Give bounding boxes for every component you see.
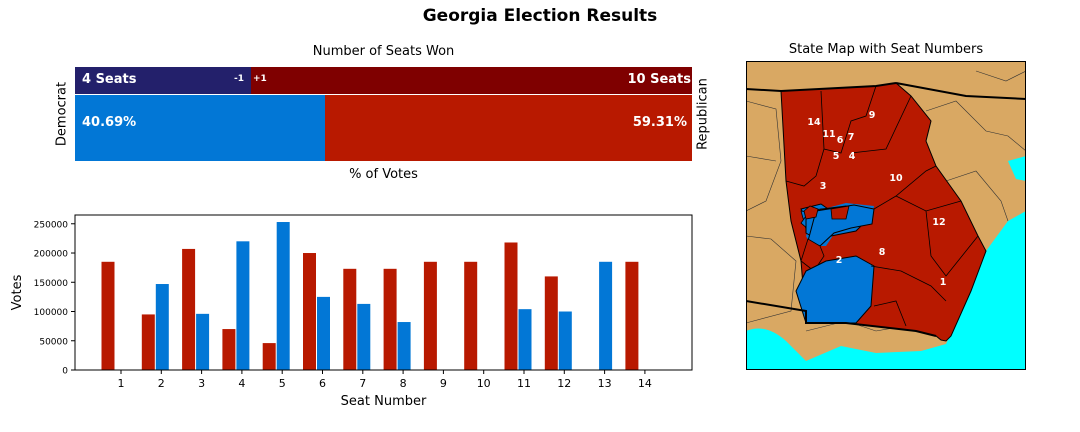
district-6-area (830, 205, 850, 220)
dem-seats-bar (75, 67, 251, 94)
x-tick-label: 12 (557, 377, 571, 390)
y-axis-label: Votes (10, 274, 25, 310)
map-title: State Map with Seat Numbers (788, 42, 984, 57)
rep-seats-label: 10 Seats (627, 72, 691, 87)
x-tick-label: 11 (517, 377, 531, 390)
bar-republican-1 (101, 261, 115, 370)
seats-bar: 4 Seats -1 +1 10 Seats (75, 67, 692, 94)
x-tick-label: 5 (279, 377, 286, 390)
bar-republican-12 (544, 276, 558, 370)
dem-seats-label: 4 Seats (82, 72, 137, 87)
bar-democrat-3 (196, 313, 210, 370)
bar-republican-2 (141, 314, 155, 370)
district-label-9: 9 (869, 110, 876, 121)
district-label-7: 7 (848, 132, 855, 143)
dem-vote-bar (75, 95, 325, 161)
x-tick-label: 14 (638, 377, 652, 390)
x-axis-label: Seat Number (341, 394, 427, 409)
bar-republican-3 (182, 248, 196, 370)
democrat-axis-label: Democrat (54, 81, 70, 147)
bar-democrat-4 (236, 241, 250, 370)
district-label-4: 4 (849, 151, 856, 162)
district-label-5: 5 (833, 151, 840, 162)
x-tick-label: 10 (477, 377, 491, 390)
district-3-area (800, 238, 825, 272)
x-tick-label: 2 (158, 377, 165, 390)
bar-democrat-5 (276, 222, 290, 370)
district-borders (785, 85, 979, 327)
water-gulf (746, 211, 1026, 370)
x-tick-label: 7 (359, 377, 366, 390)
bar-republican-4 (222, 329, 236, 370)
state-map: 1 2 3 4 5 6 7 8 9 10 11 12 14 (746, 61, 1026, 370)
district-label-1: 1 (940, 277, 947, 288)
x-tick-label: 4 (238, 377, 245, 390)
vote-share-axis-label: % of Votes (349, 167, 418, 182)
map-frame-border (746, 61, 1026, 370)
state-border (746, 82, 1026, 337)
y-tick-label: 150000 (34, 279, 69, 289)
y-tick-label: 250000 (34, 220, 69, 230)
district-labels: 1 2 3 4 5 6 7 8 9 10 11 12 14 (807, 110, 946, 288)
main-title: Georgia Election Results (422, 6, 658, 26)
district-label-2: 2 (836, 255, 843, 266)
county-lines (746, 70, 1026, 332)
district-label-3: 3 (820, 181, 827, 192)
bar-republican-14 (625, 261, 639, 370)
rep-vote-bar (325, 95, 692, 161)
bar-republican-7 (343, 268, 357, 370)
y-tick-label: 50000 (39, 337, 68, 347)
y-tick-label: 200000 (34, 250, 69, 260)
y-tick-label: 0 (62, 367, 68, 377)
bar-republican-8 (383, 268, 397, 370)
seats-chart-title: Number of Seats Won (312, 44, 455, 59)
x-tick-label: 3 (198, 377, 205, 390)
plot-frame (74, 214, 693, 371)
rep-seats-bar (251, 67, 692, 94)
bar-republican-6 (303, 253, 316, 370)
water-coast (1008, 156, 1026, 181)
dem-seat-change-label: -1 (234, 74, 244, 84)
dem-vote-label: 40.69% (82, 115, 137, 130)
district-11-area (803, 205, 819, 220)
votes-bar-chart: 1 2 3 4 5 6 7 8 9 10 11 12 13 14050000100000150000200… (10, 214, 693, 409)
bar-republican-11 (504, 242, 518, 370)
y-tick-label: 100000 (34, 308, 69, 318)
district-2-area (795, 255, 875, 324)
bar-democrat-2 (155, 284, 169, 370)
bar-democrat-11 (518, 309, 532, 370)
bar-republican-5 (262, 343, 276, 370)
district-label-12: 12 (932, 217, 945, 228)
district-label-11: 11 (822, 129, 835, 140)
bar-democrat-12 (558, 311, 572, 370)
bar-democrat-8 (397, 322, 411, 370)
bar-democrat-7 (357, 303, 371, 370)
district-label-14: 14 (807, 117, 821, 128)
district-label-8: 8 (879, 247, 886, 258)
rep-seat-change-label: +1 (253, 74, 267, 84)
district-label-10: 10 (889, 173, 903, 184)
x-tick-label: 1 (118, 377, 125, 390)
bar-democrat-13 (599, 261, 613, 370)
x-tick-label: 8 (400, 377, 407, 390)
vote-share-bar: 40.69% 59.31% (75, 95, 692, 161)
x-tick-label: 6 (319, 377, 326, 390)
bar-republican-9 (423, 261, 437, 370)
x-tick-label: 9 (440, 377, 447, 390)
bar-democrat-6 (317, 296, 330, 370)
district-label-6: 6 (837, 135, 844, 146)
x-tick-label: 13 (598, 377, 612, 390)
bar-republican-10 (464, 261, 478, 370)
rep-vote-label: 59.31% (632, 115, 687, 130)
republican-axis-label: Republican (695, 78, 711, 150)
